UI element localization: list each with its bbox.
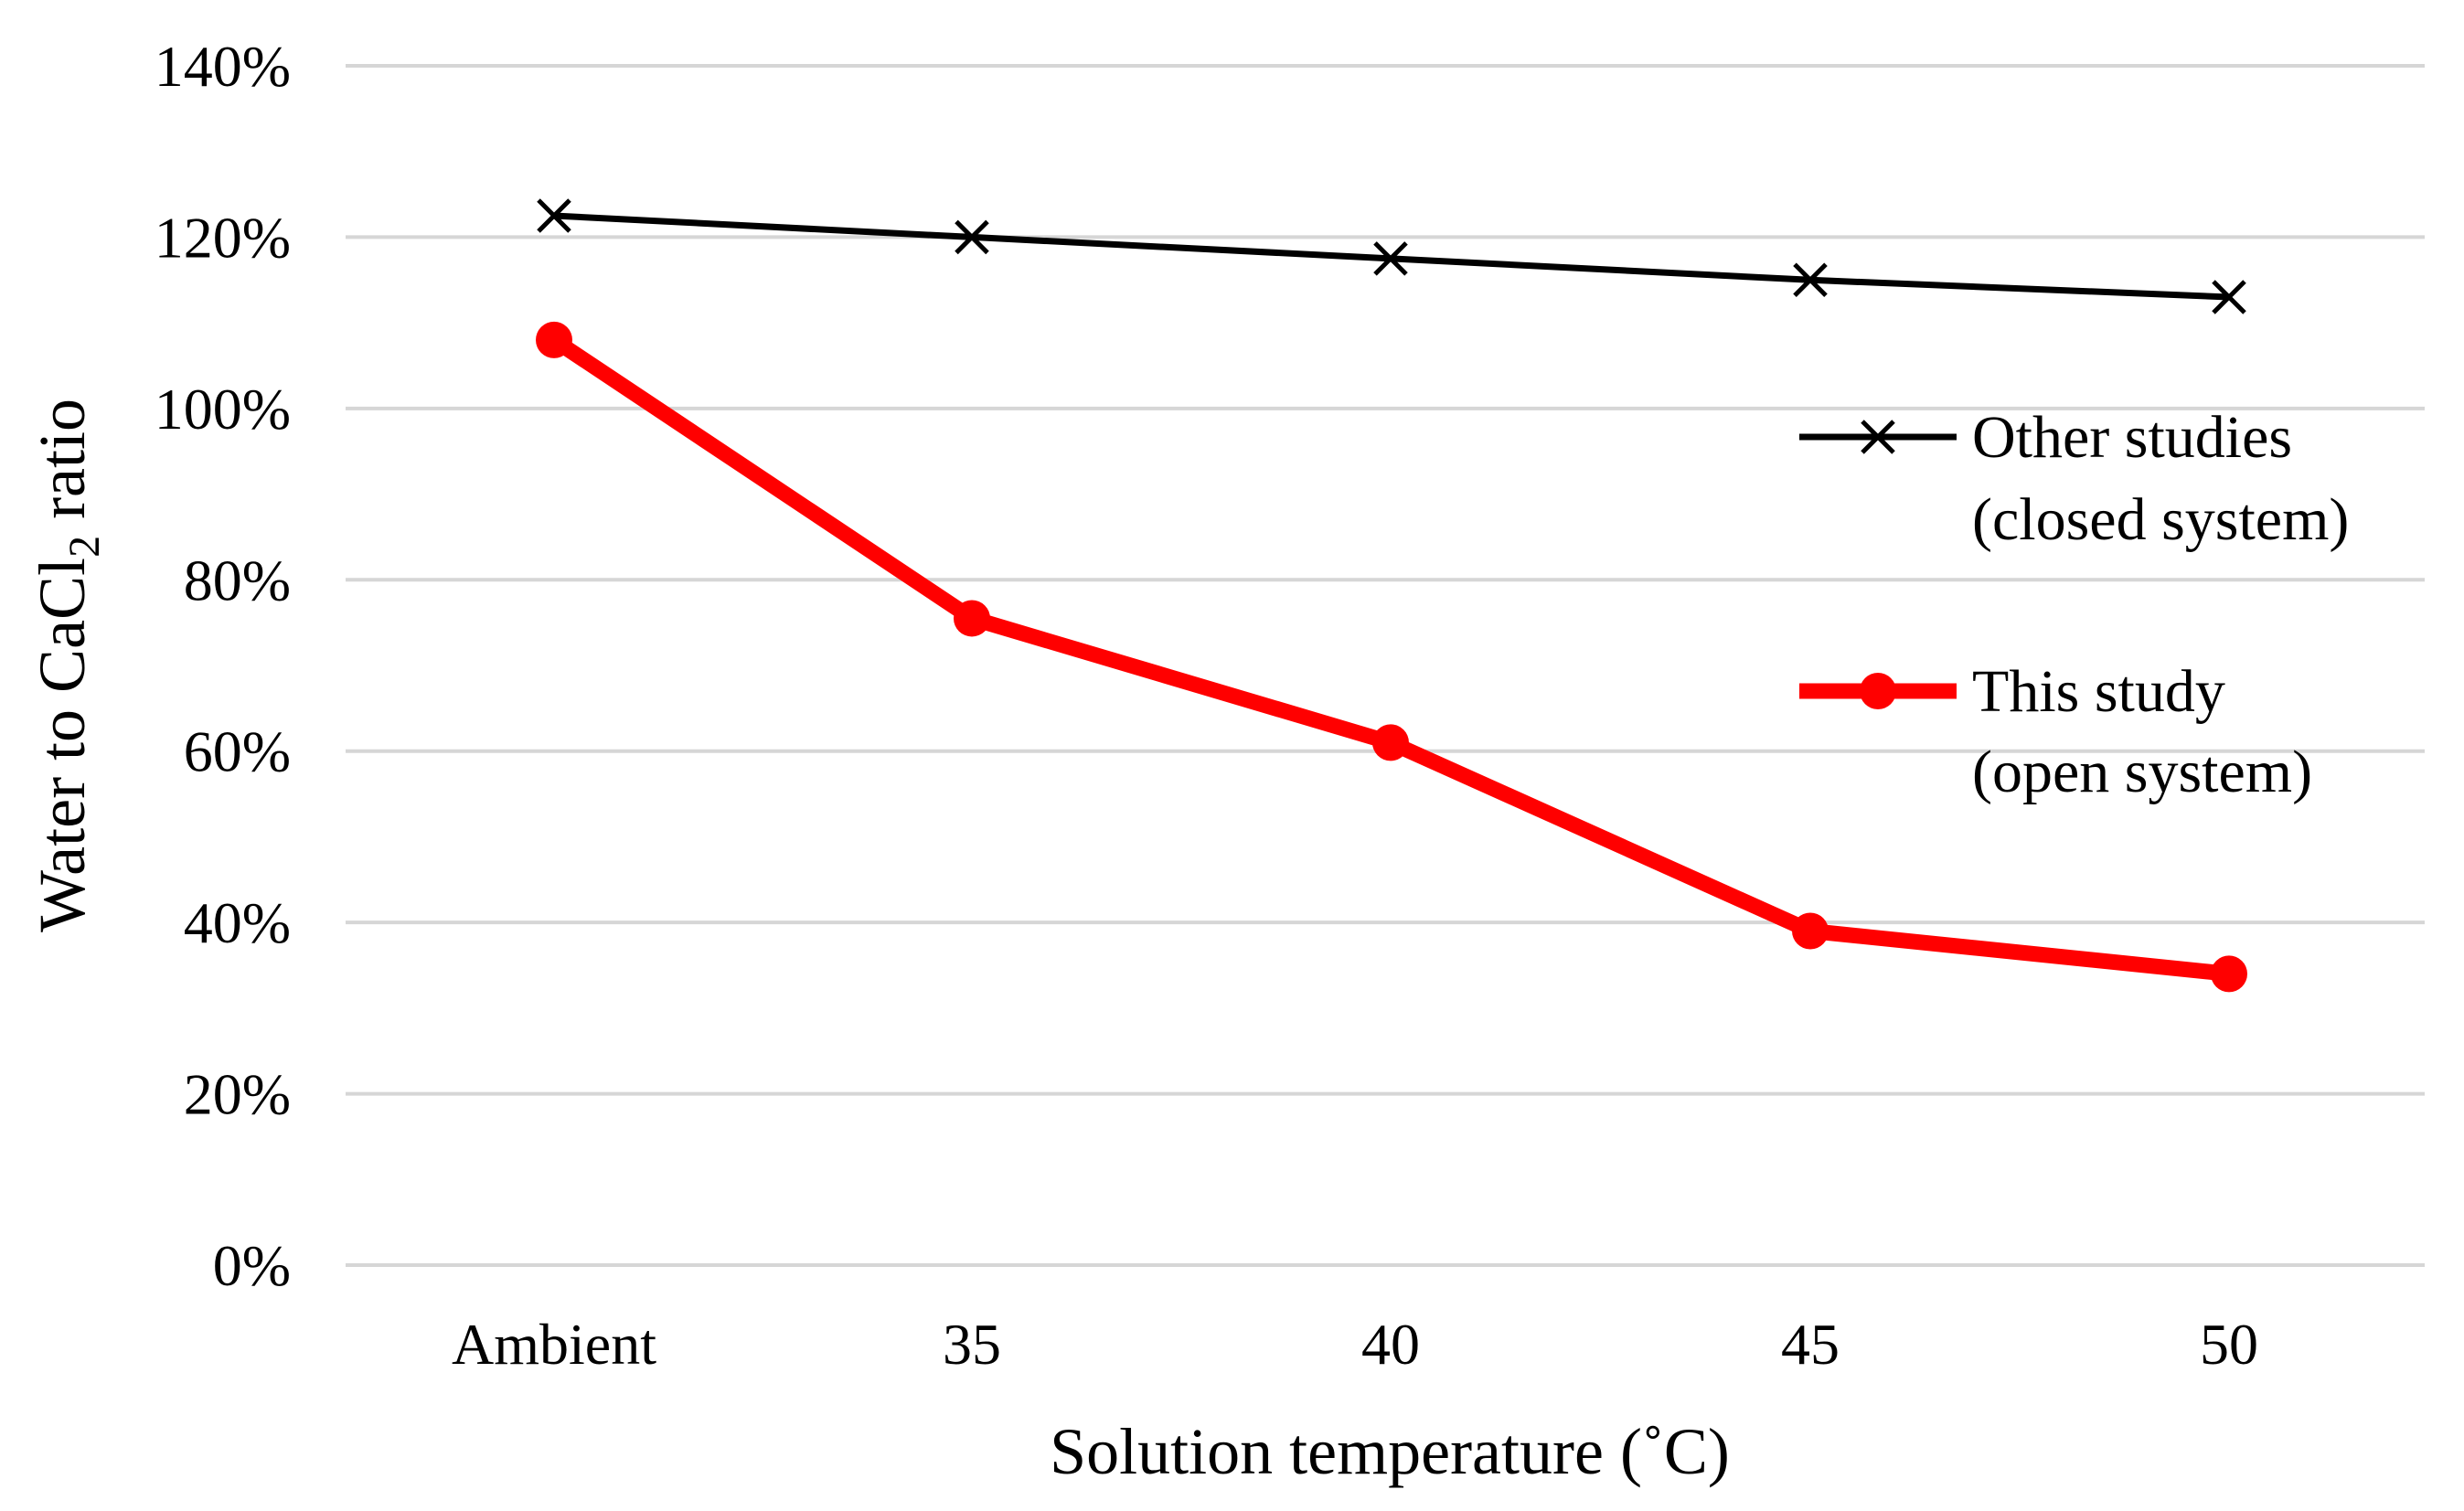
y-tick-label: 120% (155, 205, 291, 270)
legend-marker (1861, 420, 1895, 454)
legend-item-1: Other studies (closed system) (1799, 404, 2349, 553)
y-tick-label: 140% (155, 34, 291, 99)
data-point (1792, 912, 1829, 950)
y-axis-title-prefix: Water to CaCl (26, 558, 99, 932)
x-tick-label: 35 (943, 1312, 1001, 1377)
x-tick-label: 45 (1781, 1312, 1840, 1377)
y-tick-label: 20% (184, 1062, 291, 1127)
data-point (2211, 955, 2247, 993)
legend-label-line-1: This study (1972, 658, 2225, 725)
x-axis-title: Solution temperature (˚C) (1050, 1415, 1730, 1488)
legend-label-line-2: (open system) (1972, 739, 2312, 805)
y-axis-title-suffix: ratio (26, 399, 99, 536)
y-tick-label: 100% (155, 377, 291, 442)
y-tick-label: 60% (184, 719, 291, 784)
series-2 (536, 321, 2247, 993)
y-tick-label: 40% (184, 890, 291, 955)
series-layer (536, 198, 2247, 993)
x-tick-label: 40 (1361, 1312, 1420, 1377)
legend: Other studies (closed system) This study (o… (1799, 404, 2349, 805)
x-axis-tick-labels: Ambient 35 40 45 50 (452, 1312, 2258, 1377)
y-axis-tick-labels: 0% 20% 40% 60% 80% 100% 120% 140% (155, 34, 291, 1298)
series-1 (537, 198, 2246, 314)
legend-marker (1860, 673, 1896, 709)
x-tick-label: 50 (2200, 1312, 2258, 1377)
gridlines (346, 64, 2425, 1267)
data-point (536, 321, 572, 358)
x-tick-label: Ambient (452, 1312, 656, 1377)
y-axis-title: Water to CaCl2 ratio (26, 399, 109, 932)
data-point (1373, 241, 1408, 276)
data-point (954, 600, 990, 637)
y-tick-label: 80% (184, 548, 291, 612)
legend-label-line-1: Other studies (1972, 404, 2292, 471)
data-point (1372, 724, 1409, 761)
data-point (2212, 280, 2246, 314)
legend-label-line-2: (closed system) (1972, 486, 2349, 553)
legend-item-2: This study (open system) (1799, 658, 2312, 805)
data-point (1793, 262, 1828, 298)
y-axis-title-subscript: 2 (60, 536, 109, 558)
data-point (537, 198, 571, 233)
data-point (955, 219, 989, 255)
y-tick-label: 0% (213, 1233, 291, 1298)
